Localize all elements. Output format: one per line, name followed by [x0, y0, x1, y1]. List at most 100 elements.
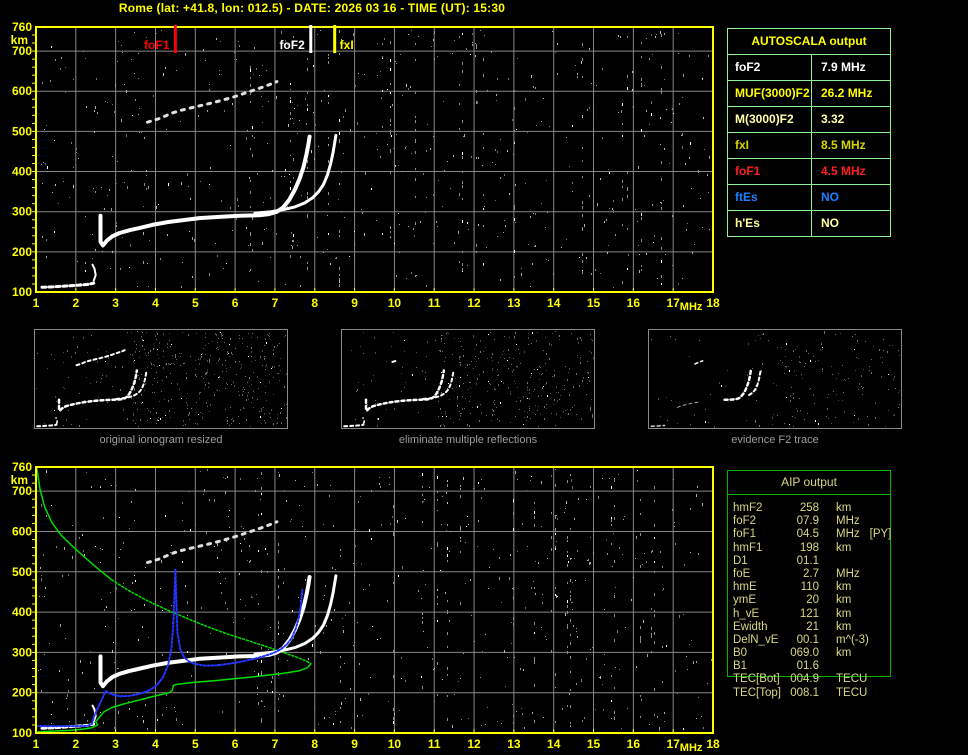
- thumbnail-caption: original ionogram resized: [99, 434, 223, 446]
- thumb-border: [341, 329, 595, 429]
- x-tick-label: 17: [666, 737, 680, 751]
- y-tick-label: 760: [12, 460, 32, 474]
- plot-frame: [32, 466, 714, 734]
- unit-cell: TECU: [836, 686, 868, 699]
- x-tick-label: 17: [666, 296, 680, 310]
- thumb-border: [34, 329, 288, 429]
- value-cell: 00.1: [796, 633, 819, 646]
- y-tick-label: 100: [12, 726, 32, 740]
- param-cell: TEC[Top]: [733, 686, 781, 699]
- y-tick-label: 100: [12, 285, 32, 299]
- aip-row: foF2 07.9 MHz: [727, 515, 897, 528]
- value-cell: 01.1: [796, 554, 819, 567]
- x-tick-label: 1: [33, 737, 40, 751]
- thumb-trace-f_trace_o: [723, 369, 753, 402]
- marker-fxI: fxI: [333, 25, 354, 53]
- autoscala-table-header: AUTOSCALA output: [728, 29, 890, 55]
- aip-row: DelN_vE 00.1 m^(-3): [727, 634, 897, 647]
- y-tick-label: 600: [12, 524, 32, 538]
- param-cell: hmF2: [733, 502, 763, 514]
- axis-labels: 1 2 3 4 5 6 7 8 9 10 11 12 13 14 15 16 17 18MHz1002003004…: [11, 20, 720, 313]
- param-cell: hmE: [733, 581, 757, 594]
- trace-second_hop: [146, 520, 279, 564]
- x-tick-label: 12: [467, 737, 481, 751]
- autoscala-row: MUF(3000)F2 26.2 MHz: [728, 81, 890, 107]
- trace-f_trace_x: [253, 574, 338, 656]
- aip-row: ymE 20 km: [727, 594, 897, 607]
- noise-layer: [38, 469, 712, 731]
- x-tick-label: 12: [467, 296, 481, 310]
- param-cell: MUF(3000)F2: [728, 81, 812, 106]
- param-cell: hmF1: [733, 541, 763, 554]
- value-cell: 121: [799, 607, 819, 620]
- thumb-trace-f_trace_x: [115, 369, 148, 400]
- x-tick-label: 6: [232, 296, 239, 310]
- value-cell: 258: [799, 502, 819, 514]
- plot-frame: [32, 26, 714, 293]
- param-cell: foF1: [728, 159, 812, 184]
- param-cell: D1: [733, 554, 748, 567]
- x-tick-label: 8: [311, 737, 318, 751]
- x-tick-label: 16: [627, 296, 641, 310]
- x-tick-label: 6: [232, 737, 239, 751]
- marker-foF2: foF2: [279, 25, 313, 53]
- thumb-trace-e_trace: [343, 423, 365, 428]
- aip-header-divider: [727, 494, 891, 495]
- value-cell: 198: [799, 541, 819, 554]
- param-cell: foF2: [733, 515, 757, 528]
- x-tick-label: 14: [547, 737, 561, 751]
- value-cell: NO: [821, 190, 839, 204]
- grid-lines: [36, 467, 713, 733]
- aip-row: TEC[Top] 008.1 TECU: [727, 687, 897, 700]
- x-tick-label: 9: [351, 296, 358, 310]
- unit-cell: MHz: [836, 567, 860, 580]
- param-cell: TEC[Bot]: [733, 673, 780, 686]
- unit-cell: km: [836, 502, 852, 514]
- autoscala-row: fxI 8.5 MHz: [728, 133, 890, 159]
- autoscala-row: foF1 4.5 MHz: [728, 159, 890, 185]
- aip-row: TEC[Bot] 004.9 TECU: [727, 673, 897, 686]
- thumbnail-original-ionogram: [34, 329, 288, 429]
- trace-second_hop: [146, 80, 279, 124]
- note-cell: [PY]: [869, 528, 892, 541]
- trace-e_hook: [91, 263, 97, 282]
- trace-e_trace: [40, 281, 96, 289]
- x-tick-label: 8: [311, 296, 318, 310]
- x-tick-label: 16: [627, 737, 641, 751]
- y-tick-label: 400: [12, 605, 32, 619]
- x-tick-label: 7: [272, 296, 279, 310]
- aip-row: hmE 110 km: [727, 581, 897, 594]
- y-tick-label: 500: [12, 124, 32, 138]
- x-tick-label: 5: [192, 296, 199, 310]
- y-tick-label: 300: [12, 645, 32, 659]
- autoscala-row: ftEs NO: [728, 185, 890, 211]
- y-tick-label: 600: [12, 84, 32, 98]
- x-axis-unit: MHz: [680, 742, 703, 754]
- unit-cell: m^(-3): [836, 633, 869, 646]
- param-cell: fxI: [728, 133, 812, 158]
- trace-f_trace_o: [98, 575, 312, 689]
- value-cell: 4.5 MHz: [821, 164, 866, 178]
- unit-cell: km: [836, 620, 852, 633]
- grid-lines: [36, 27, 713, 292]
- thumbnail-evidence-f2-trace: [648, 329, 902, 429]
- trace-layer: [35, 467, 338, 733]
- x-tick-label: 11: [428, 296, 441, 310]
- y-tick-label: 700: [12, 44, 32, 58]
- value-cell: 008.1: [790, 686, 819, 699]
- x-tick-label: 13: [507, 296, 521, 310]
- param-cell: DelN_vE: [733, 633, 779, 646]
- marker-foF1: foF1: [144, 25, 177, 53]
- thumb-traces: [650, 360, 762, 427]
- x-tick-label: 11: [428, 737, 441, 751]
- aip-row: B0 069.0 km: [727, 647, 897, 660]
- aip-row: foE 2.7 MHz: [727, 568, 897, 581]
- param-cell: foE: [733, 567, 751, 580]
- unit-cell: km: [836, 581, 852, 594]
- x-tick-label: 4: [152, 296, 159, 310]
- param-cell: h'Es: [728, 211, 812, 236]
- thumb-trace-second_hop: [694, 360, 704, 365]
- param-cell: B0: [733, 647, 748, 660]
- x-tick-label: 4: [152, 737, 159, 751]
- unit-cell: MHz: [836, 528, 860, 541]
